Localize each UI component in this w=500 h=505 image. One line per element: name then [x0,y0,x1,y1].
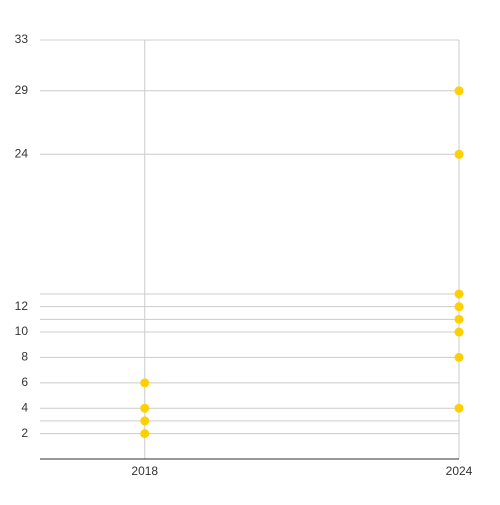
y-tick-label: 12 [15,299,29,313]
y-tick-label: 10 [15,324,29,338]
point [454,352,464,362]
y-tick-label: 8 [21,350,28,364]
y-tick-label: 33 [15,32,29,46]
x-tick-label: 2018 [131,464,158,478]
point [454,327,464,337]
point [454,302,464,312]
point [140,378,150,388]
y-tick-label: 24 [15,146,29,160]
y-tick-label: 2 [21,426,28,440]
point [454,149,464,159]
x-tick-label: 2024 [446,464,473,478]
point [140,416,150,426]
point [454,403,464,413]
point [140,403,150,413]
y-tick-label: 29 [15,83,29,97]
point [454,314,464,324]
point [454,86,464,96]
point [454,289,464,299]
y-tick-label: 4 [21,400,28,414]
point [140,429,150,439]
y-tick-label: 6 [21,375,28,389]
